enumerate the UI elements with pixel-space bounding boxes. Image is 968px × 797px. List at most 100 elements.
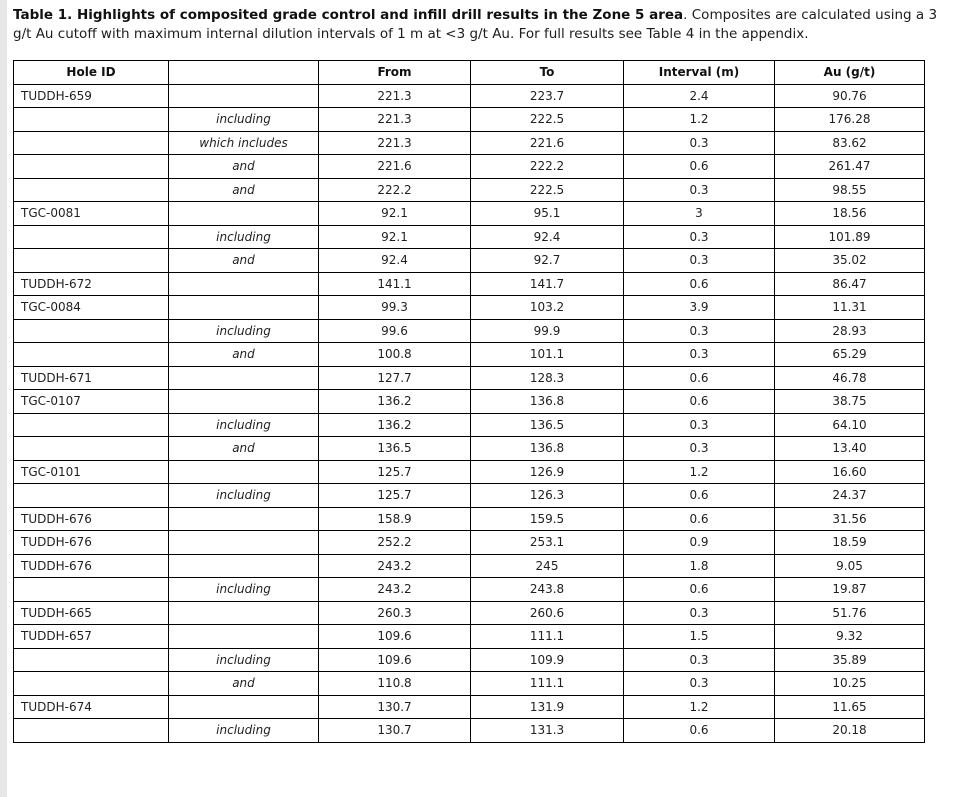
hole-id-cell: TUDDH-674 bbox=[13, 694, 169, 719]
qualifier-cell bbox=[168, 83, 319, 108]
hole-id-cell: TGC-0081 bbox=[13, 201, 169, 226]
au-cell: 24.37 bbox=[774, 483, 925, 508]
qualifier-cell: including bbox=[168, 107, 319, 132]
interval-cell: 0.6 bbox=[623, 718, 775, 743]
hole-id-cell: TGC-0084 bbox=[13, 295, 169, 320]
from-cell: 127.7 bbox=[318, 365, 471, 390]
interval-cell: 1.8 bbox=[623, 553, 775, 578]
from-cell: 125.7 bbox=[318, 459, 471, 484]
interval-cell: 0.3 bbox=[623, 647, 775, 672]
hole-id-cell bbox=[13, 248, 169, 273]
from-cell: 221.3 bbox=[318, 83, 471, 108]
qualifier-cell bbox=[168, 201, 319, 226]
interval-cell: 0.6 bbox=[623, 389, 775, 414]
from-cell: 136.2 bbox=[318, 389, 471, 414]
au-cell: 18.59 bbox=[774, 530, 925, 555]
from-cell: 222.2 bbox=[318, 177, 471, 202]
from-cell: 110.8 bbox=[318, 671, 471, 696]
column-header-to: To bbox=[470, 60, 624, 85]
au-cell: 64.10 bbox=[774, 412, 925, 437]
table-row: and 222.2 222.5 0.3 98.55 bbox=[13, 177, 925, 202]
column-header-from: From bbox=[318, 60, 471, 85]
to-cell: 131.9 bbox=[470, 694, 624, 719]
hole-id-cell bbox=[13, 671, 169, 696]
from-cell: 136.5 bbox=[318, 436, 471, 461]
from-cell: 130.7 bbox=[318, 718, 471, 743]
hole-id-cell: TUDDH-676 bbox=[13, 553, 169, 578]
interval-cell: 3 bbox=[623, 201, 775, 226]
table-row: including 109.6 109.9 0.3 35.89 bbox=[13, 647, 925, 672]
interval-cell: 0.6 bbox=[623, 271, 775, 296]
qualifier-cell: and bbox=[168, 177, 319, 202]
qualifier-cell bbox=[168, 600, 319, 625]
interval-cell: 2.4 bbox=[623, 83, 775, 108]
from-cell: 141.1 bbox=[318, 271, 471, 296]
from-cell: 221.6 bbox=[318, 154, 471, 179]
hole-id-cell bbox=[13, 154, 169, 179]
table-row: TUDDH-671 127.7 128.3 0.6 46.78 bbox=[13, 365, 925, 390]
interval-cell: 0.3 bbox=[623, 248, 775, 273]
from-cell: 243.2 bbox=[318, 577, 471, 602]
qualifier-cell bbox=[168, 295, 319, 320]
hole-id-cell bbox=[13, 177, 169, 202]
column-header-hole-id: Hole ID bbox=[13, 60, 169, 85]
qualifier-cell bbox=[168, 271, 319, 296]
to-cell: 221.6 bbox=[470, 130, 624, 155]
interval-cell: 0.6 bbox=[623, 577, 775, 602]
hole-id-cell: TUDDH-676 bbox=[13, 530, 169, 555]
to-cell: 136.5 bbox=[470, 412, 624, 437]
table-row: and 100.8 101.1 0.3 65.29 bbox=[13, 342, 925, 367]
qualifier-cell bbox=[168, 624, 319, 649]
to-cell: 128.3 bbox=[470, 365, 624, 390]
qualifier-cell: and bbox=[168, 154, 319, 179]
table-row: TUDDH-659 221.3 223.7 2.4 90.76 bbox=[13, 83, 925, 108]
from-cell: 109.6 bbox=[318, 647, 471, 672]
to-cell: 243.8 bbox=[470, 577, 624, 602]
qualifier-cell: including bbox=[168, 647, 319, 672]
hole-id-cell: TGC-0101 bbox=[13, 459, 169, 484]
table-row: and 136.5 136.8 0.3 13.40 bbox=[13, 436, 925, 461]
au-cell: 11.65 bbox=[774, 694, 925, 719]
interval-cell: 0.6 bbox=[623, 483, 775, 508]
hole-id-cell: TUDDH-665 bbox=[13, 600, 169, 625]
table-row: TGC-0081 92.1 95.1 3 18.56 bbox=[13, 201, 925, 226]
au-cell: 31.56 bbox=[774, 506, 925, 531]
to-cell: 103.2 bbox=[470, 295, 624, 320]
to-cell: 92.4 bbox=[470, 224, 624, 249]
to-cell: 260.6 bbox=[470, 600, 624, 625]
table-row: which includes 221.3 221.6 0.3 83.62 bbox=[13, 130, 925, 155]
interval-cell: 0.3 bbox=[623, 671, 775, 696]
to-cell: 222.2 bbox=[470, 154, 624, 179]
table-row: TUDDH-676 252.2 253.1 0.9 18.59 bbox=[13, 530, 925, 555]
qualifier-cell bbox=[168, 365, 319, 390]
from-cell: 221.3 bbox=[318, 107, 471, 132]
qualifier-cell bbox=[168, 694, 319, 719]
to-cell: 101.1 bbox=[470, 342, 624, 367]
interval-cell: 0.3 bbox=[623, 177, 775, 202]
to-cell: 159.5 bbox=[470, 506, 624, 531]
au-cell: 18.56 bbox=[774, 201, 925, 226]
qualifier-cell bbox=[168, 459, 319, 484]
to-cell: 136.8 bbox=[470, 389, 624, 414]
interval-cell: 0.6 bbox=[623, 365, 775, 390]
table-row: TGC-0107 136.2 136.8 0.6 38.75 bbox=[13, 389, 925, 414]
au-cell: 19.87 bbox=[774, 577, 925, 602]
interval-cell: 0.6 bbox=[623, 154, 775, 179]
to-cell: 92.7 bbox=[470, 248, 624, 273]
table-row: TUDDH-672 141.1 141.7 0.6 86.47 bbox=[13, 271, 925, 296]
from-cell: 221.3 bbox=[318, 130, 471, 155]
from-cell: 260.3 bbox=[318, 600, 471, 625]
interval-cell: 0.3 bbox=[623, 342, 775, 367]
to-cell: 99.9 bbox=[470, 318, 624, 343]
drill-results-table: Hole ID From To Interval (m) Au (g/t) TUDDH-… bbox=[13, 60, 925, 743]
table-row: including 130.7 131.3 0.6 20.18 bbox=[13, 718, 925, 743]
hole-id-cell: TUDDH-657 bbox=[13, 624, 169, 649]
table-row: TGC-0101 125.7 126.9 1.2 16.60 bbox=[13, 459, 925, 484]
from-cell: 92.1 bbox=[318, 224, 471, 249]
interval-cell: 1.2 bbox=[623, 459, 775, 484]
from-cell: 125.7 bbox=[318, 483, 471, 508]
table-row: including 99.6 99.9 0.3 28.93 bbox=[13, 318, 925, 343]
to-cell: 223.7 bbox=[470, 83, 624, 108]
hole-id-cell bbox=[13, 130, 169, 155]
interval-cell: 0.9 bbox=[623, 530, 775, 555]
